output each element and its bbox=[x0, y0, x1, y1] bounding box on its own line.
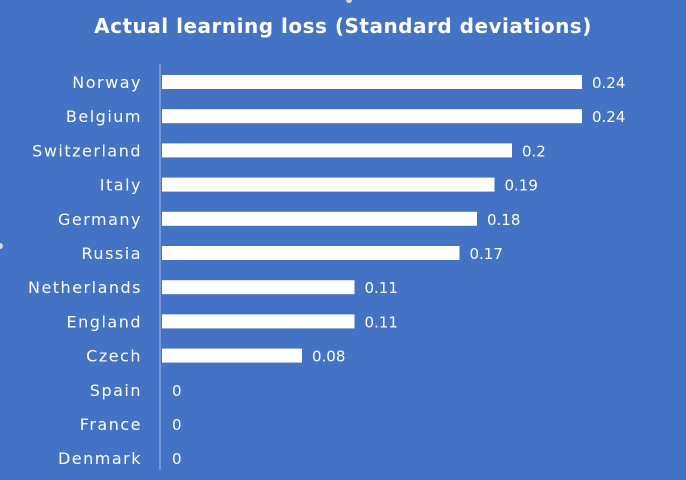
data-label: 0.11 bbox=[365, 313, 398, 331]
bar[interactable] bbox=[162, 314, 355, 329]
bar[interactable] bbox=[162, 211, 477, 226]
data-label: 0.19 bbox=[505, 177, 538, 195]
data-label: 0.24 bbox=[592, 74, 625, 92]
bar[interactable] bbox=[162, 75, 582, 89]
category-label: Norway bbox=[72, 73, 142, 92]
bar[interactable] bbox=[162, 246, 460, 260]
data-label: 0 bbox=[172, 416, 182, 434]
bar[interactable] bbox=[162, 280, 355, 295]
data-label: 0.24 bbox=[592, 108, 625, 126]
category-label: Switzerland bbox=[32, 141, 142, 160]
category-label: Russia bbox=[82, 244, 142, 263]
bar[interactable] bbox=[162, 143, 512, 158]
category-label: Germany bbox=[58, 210, 142, 229]
data-label: 0.2 bbox=[522, 142, 546, 160]
bar[interactable] bbox=[162, 348, 302, 363]
data-label: 0.11 bbox=[365, 279, 398, 297]
category-label: Italy bbox=[100, 176, 142, 195]
selection-handle-left[interactable] bbox=[0, 243, 3, 249]
category-label: Belgium bbox=[66, 107, 142, 126]
data-label: 0.08 bbox=[312, 348, 345, 366]
data-label: 0 bbox=[172, 382, 182, 400]
bar[interactable] bbox=[162, 109, 582, 124]
category-label: Netherlands bbox=[28, 278, 142, 297]
category-label: Spain bbox=[90, 381, 142, 400]
category-label: Czech bbox=[86, 347, 142, 366]
data-label: 0 bbox=[172, 450, 182, 468]
chart-title: Actual learning loss (Standard deviation… bbox=[94, 14, 592, 38]
selection-handle-top[interactable] bbox=[346, 0, 352, 3]
bar[interactable] bbox=[162, 177, 495, 192]
data-label: 0.17 bbox=[470, 245, 503, 263]
category-label: Denmark bbox=[58, 449, 142, 468]
category-label: England bbox=[67, 312, 142, 331]
category-label: France bbox=[80, 415, 142, 434]
data-label: 0.18 bbox=[487, 211, 520, 229]
